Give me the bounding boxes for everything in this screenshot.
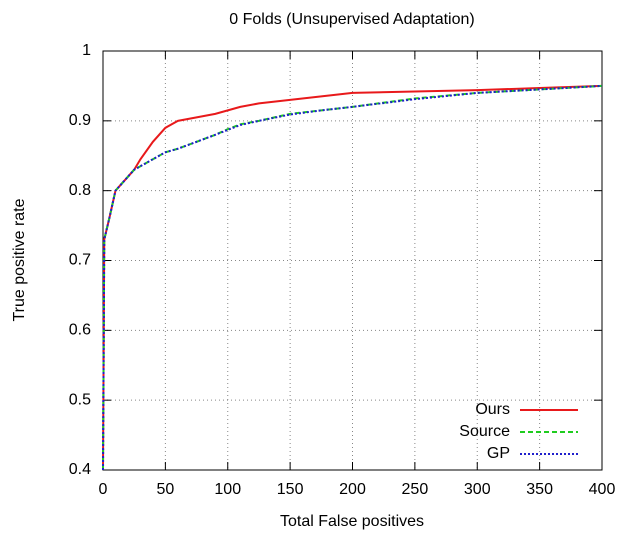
x-tick-label: 0 xyxy=(99,481,108,498)
x-tick-label: 100 xyxy=(214,481,241,498)
y-tick-label: 0.6 xyxy=(69,322,91,339)
chart-title: 0 Folds (Unsupervised Adaptation) xyxy=(229,11,474,28)
x-tick-label: 50 xyxy=(156,481,174,498)
plot-frame xyxy=(102,50,603,471)
y-tick-label: 0.8 xyxy=(69,182,91,199)
x-tick-label: 200 xyxy=(339,481,366,498)
x-tick-label: 350 xyxy=(526,481,553,498)
series-line xyxy=(102,84,603,471)
y-tick-label: 0.5 xyxy=(69,391,91,408)
x-tick-label: 400 xyxy=(589,481,616,498)
legend-label: Source xyxy=(459,423,510,440)
x-tick-label: 150 xyxy=(277,481,304,498)
legend-label: GP xyxy=(487,445,510,462)
series-line xyxy=(102,84,603,471)
y-tick-label: 0.4 xyxy=(69,461,91,478)
y-tick-label: 0.7 xyxy=(69,252,91,269)
y-axis-label: True positive rate xyxy=(11,198,28,321)
x-axis-label: Total False positives xyxy=(280,513,424,530)
x-tick-label: 250 xyxy=(402,481,429,498)
legend-label: Ours xyxy=(475,401,510,418)
y-tick-label: 1 xyxy=(82,42,91,59)
x-tick-label: 300 xyxy=(464,481,491,498)
y-tick-label: 0.9 xyxy=(69,112,91,129)
